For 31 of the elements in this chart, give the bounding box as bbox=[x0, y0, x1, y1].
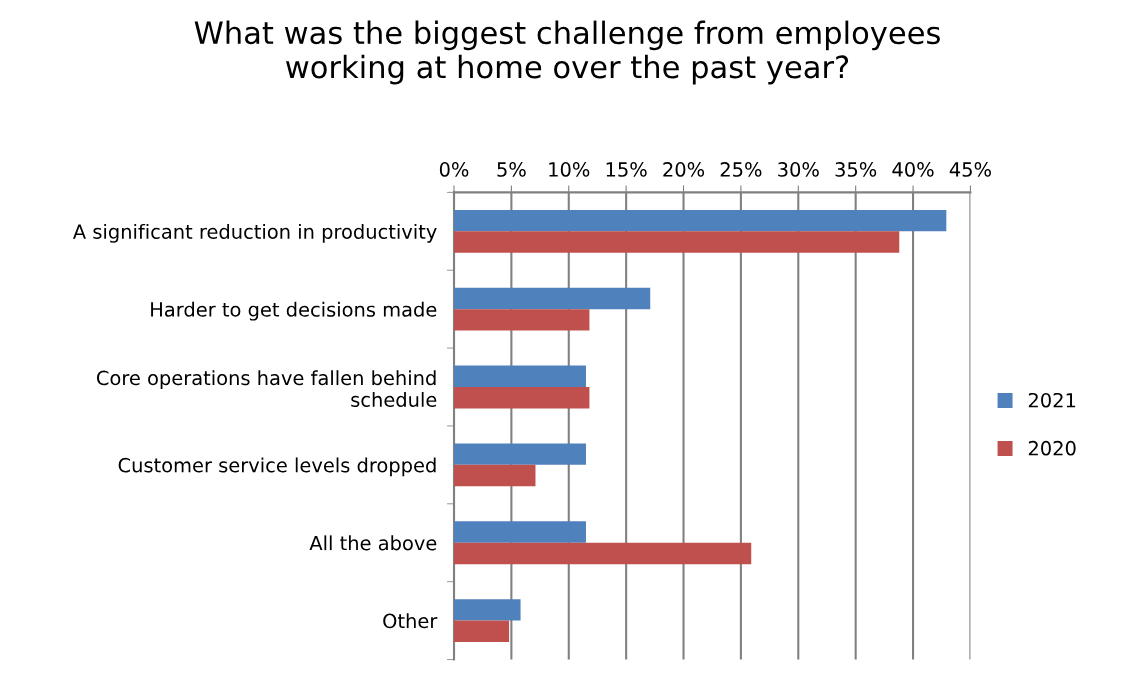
y-tick-label: Other bbox=[383, 613, 438, 629]
bar bbox=[454, 365, 586, 388]
y-tick-label: Core operations have fallen behind schedule bbox=[96, 370, 437, 408]
x-tick-label: 35% bbox=[835, 162, 877, 177]
x-tick-label: 45% bbox=[949, 162, 991, 177]
x-tick-label: 15% bbox=[606, 162, 647, 177]
bar bbox=[454, 542, 752, 565]
x-tick-label: 25% bbox=[720, 162, 762, 177]
bar bbox=[454, 521, 586, 543]
bar bbox=[454, 387, 590, 409]
bar bbox=[454, 443, 586, 465]
bar bbox=[454, 287, 651, 310]
x-tick-label: 0% bbox=[439, 162, 469, 177]
bar bbox=[454, 620, 510, 642]
bar bbox=[454, 599, 521, 621]
y-tick-label: Customer service levels dropped bbox=[118, 457, 436, 477]
legend-label: 2020 bbox=[1028, 440, 1076, 456]
chart-title: What was the biggest challenge from employees working at home over the past year? bbox=[194, 20, 940, 85]
y-tick-label: A significant reduction in productivity bbox=[72, 223, 437, 243]
legend-label: 2021 bbox=[1028, 392, 1076, 408]
bar bbox=[454, 464, 536, 487]
x-tick-label: 5% bbox=[497, 162, 526, 177]
bar bbox=[454, 309, 590, 331]
x-tick-label: 40% bbox=[892, 162, 934, 177]
y-tick-label: Harder to get decisions made bbox=[151, 301, 437, 321]
y-tick-label: All the above bbox=[309, 535, 437, 551]
x-tick-label: 10% bbox=[549, 162, 590, 177]
bar bbox=[454, 209, 947, 232]
bar bbox=[454, 231, 900, 253]
x-tick-label: 20% bbox=[663, 162, 705, 177]
x-tick-label: 30% bbox=[778, 162, 819, 177]
